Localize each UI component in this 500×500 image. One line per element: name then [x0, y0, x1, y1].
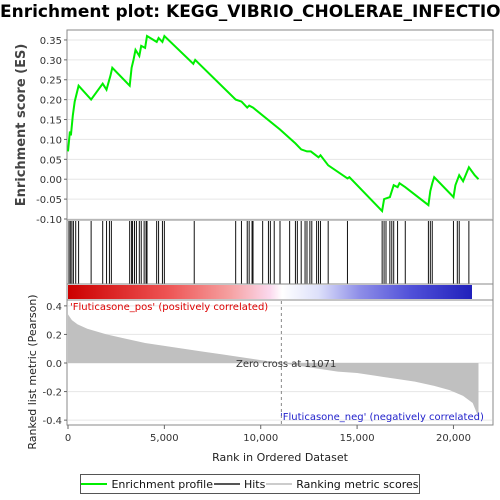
x-tick-label: 10,000 — [243, 433, 278, 444]
es-tick-label: 0.15 — [40, 116, 62, 127]
x-axis-label: Rank in Ordered Dataset — [212, 451, 349, 464]
metric-tick-label: 0.0 — [46, 359, 62, 370]
legend-item-ranking: Ranking metric scores — [266, 478, 418, 491]
legend-label-ranking: Ranking metric scores — [296, 477, 419, 491]
es-tick-label: 0.10 — [40, 135, 62, 146]
legend-swatch-ranking — [266, 483, 293, 485]
x-tick-label: 0 — [65, 433, 71, 444]
es-tick-label: 0.20 — [40, 96, 62, 107]
x-tick-label: 20,000 — [436, 433, 471, 444]
hits-marks — [68, 221, 470, 284]
es-panel-frame — [66, 29, 494, 221]
metric-tick-label: 0.2 — [46, 330, 62, 341]
metric-axis-label: Ranked list metric (Pearson) — [26, 294, 39, 449]
x-tick-label: 15,000 — [340, 433, 375, 444]
es-tick-label: 0.25 — [40, 76, 62, 87]
legend-label-enrichment: Enrichment profile — [111, 477, 213, 491]
metric-y-ticks: 0.4 0.2 0.0 -0.2 -0.4 — [42, 302, 67, 427]
metric-tick-label: -0.2 — [42, 388, 62, 399]
x-tick-label: 5,000 — [150, 433, 179, 444]
legend-label-hits: Hits — [243, 477, 266, 491]
es-tick-label: 0.30 — [40, 56, 62, 67]
metric-tick-label: 0.4 — [46, 302, 62, 313]
chart-title: Enrichment plot: KEGG_VIBRIO_CHOLERAE_IN… — [0, 2, 500, 22]
legend-swatch-hits — [213, 483, 240, 485]
x-ticks: 0 5,000 10,000 15,000 20,000 — [65, 425, 471, 444]
zero-cross-label: Zero cross at 11071 — [236, 359, 336, 370]
negative-correlation-label: 'Fluticasone_neg' (negatively correlated… — [280, 412, 484, 423]
legend-swatch-enrichment — [81, 483, 108, 485]
es-tick-label: -0.10 — [36, 215, 62, 226]
es-tick-label: 0.35 — [40, 36, 62, 47]
es-axis-label: Enrichment score (ES) — [14, 44, 29, 207]
es-tick-label: 0.00 — [40, 175, 62, 186]
legend: Enrichment profile Hits Ranking metric s… — [80, 474, 420, 494]
metric-tick-label: -0.4 — [42, 416, 62, 427]
legend-item-enrichment: Enrichment profile — [81, 478, 213, 491]
es-tick-label: 0.05 — [40, 155, 62, 166]
enrichment-profile-line — [67, 34, 480, 214]
ranking-color-bar — [68, 285, 472, 299]
positive-correlation-label: 'Fluticasone_pos' (positively correlated… — [70, 302, 268, 313]
es-y-ticks: 0.35 0.30 0.25 0.20 0.15 0.10 0.05 0.00 -0.05 -0.… — [36, 36, 67, 226]
ranking-metric-area — [68, 314, 479, 418]
es-tick-label: -0.05 — [36, 195, 62, 206]
es-gridlines — [68, 39, 492, 220]
legend-item-hits: Hits — [213, 477, 266, 491]
